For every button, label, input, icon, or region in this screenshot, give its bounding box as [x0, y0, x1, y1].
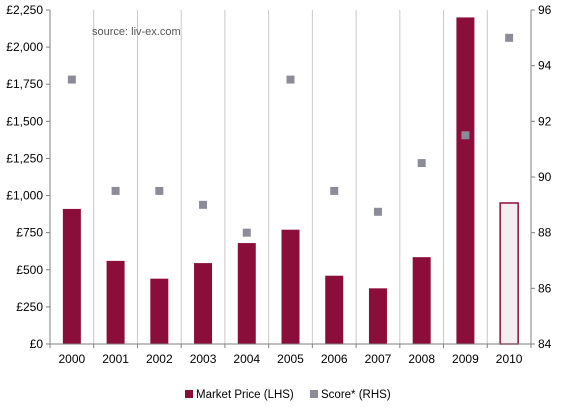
legend-swatch-market-price: [185, 390, 193, 398]
x-tick-label: 2009: [452, 352, 479, 366]
legend-swatch-score: [310, 390, 318, 398]
left-tick-label: £2,000: [6, 40, 43, 54]
bar-2005: [281, 229, 300, 344]
bar-2004: [237, 243, 256, 344]
score-point-2009: [461, 131, 470, 140]
bars-layer: [62, 17, 519, 345]
score-point-2000: [67, 75, 76, 84]
bar-2003: [194, 263, 213, 344]
left-tick-label: £2,250: [6, 3, 43, 17]
bar-2007: [368, 288, 387, 344]
right-tick-label: 86: [538, 281, 552, 295]
score-point-2005: [286, 75, 295, 84]
right-tick-label: 84: [538, 337, 552, 351]
right-tick-label: 96: [538, 3, 552, 17]
x-tick-label: 2008: [408, 352, 435, 366]
bar-2000: [62, 208, 81, 344]
grid-lines: [93, 10, 488, 344]
right-tick-label: 88: [538, 226, 552, 240]
x-tick-label: 2004: [233, 352, 260, 366]
score-point-2006: [330, 186, 339, 195]
legend-label-score: Score* (RHS): [321, 389, 391, 401]
x-tick-label: 2003: [190, 352, 217, 366]
legend: Market Price (LHS) Score* (RHS): [185, 389, 391, 401]
left-tick-label: £500: [16, 263, 43, 277]
score-point-2007: [373, 207, 382, 216]
points-layer: [67, 33, 514, 237]
left-tick-label: £1,500: [6, 114, 43, 128]
x-tick-label: 2001: [102, 352, 129, 366]
source-note: source: liv-ex.com: [92, 26, 181, 38]
bar-2008: [412, 257, 431, 344]
x-tick-label: 2010: [496, 352, 523, 366]
score-point-2002: [155, 186, 164, 195]
score-point-2010: [505, 33, 514, 42]
left-tick-label: £0: [30, 337, 44, 351]
x-tick-label: 2006: [321, 352, 348, 366]
bar-2010: [499, 202, 519, 345]
axes-layer: £0 £250 £500 £750 £1,000 £1,250 £1,500 £1,750 £2…: [6, 3, 551, 366]
score-point-2004: [242, 228, 251, 237]
x-tick-label: 2005: [277, 352, 304, 366]
left-tick-label: £750: [16, 226, 43, 240]
right-tick-label: 90: [538, 170, 552, 184]
bar-2009: [456, 17, 475, 345]
right-tick-label: 94: [538, 59, 552, 73]
bar-2002: [150, 278, 169, 344]
x-tick-label: 2000: [59, 352, 86, 366]
legend-label-market-price: Market Price (LHS): [196, 389, 294, 401]
score-point-2001: [111, 186, 120, 195]
left-tick-label: £250: [16, 300, 43, 314]
bar-2006: [325, 275, 344, 344]
score-point-2003: [199, 200, 208, 209]
score-point-2008: [417, 159, 426, 168]
x-tick-label: 2002: [146, 352, 173, 366]
left-tick-label: £1,000: [6, 189, 43, 203]
left-tick-label: £1,250: [6, 151, 43, 165]
bar-2001: [106, 260, 125, 344]
right-tick-label: 92: [538, 114, 552, 128]
left-tick-label: £1,750: [6, 77, 43, 91]
x-tick-label: 2007: [365, 352, 392, 366]
